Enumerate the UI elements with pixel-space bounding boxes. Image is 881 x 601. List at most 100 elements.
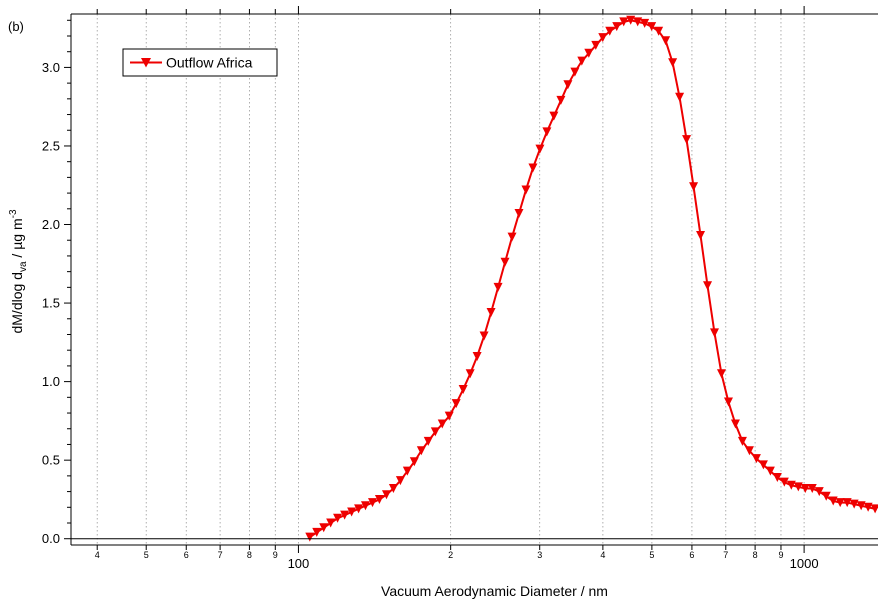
x-minor-tick-label: 5 <box>144 550 149 560</box>
data-point <box>612 22 622 32</box>
data-point <box>402 466 412 476</box>
data-point <box>577 56 587 66</box>
data-point <box>458 384 468 394</box>
data-point <box>507 232 517 242</box>
data-point <box>542 127 552 137</box>
data-point <box>528 163 538 173</box>
data-point <box>640 18 650 28</box>
y-tick-label: 0.0 <box>42 531 60 546</box>
data-point <box>591 40 601 50</box>
data-point <box>326 518 336 528</box>
x-minor-tick-label: 3 <box>537 550 542 560</box>
data-point <box>682 135 692 145</box>
data-point <box>675 92 685 102</box>
data-point <box>570 67 580 77</box>
data-point <box>723 397 733 407</box>
data-point <box>360 501 370 511</box>
data-point <box>821 491 831 501</box>
y-tick-label: 2.5 <box>42 138 60 153</box>
data-point <box>472 351 482 361</box>
data-point <box>807 483 817 493</box>
x-minor-tick-label: 5 <box>649 550 654 560</box>
data-point <box>647 22 657 32</box>
data-point <box>444 411 454 421</box>
series-line <box>309 19 876 538</box>
data-point <box>744 446 754 456</box>
x-minor-tick-label: 7 <box>218 550 223 560</box>
data-point <box>689 182 699 192</box>
data-point <box>835 498 845 508</box>
data-point <box>786 480 796 490</box>
plot-area <box>305 15 878 542</box>
x-minor-tick-label: 6 <box>689 550 694 560</box>
data-point <box>584 48 594 58</box>
data-point <box>305 532 315 542</box>
data-point <box>388 483 398 493</box>
y-tick-label: 3.0 <box>42 60 60 75</box>
data-point <box>549 111 559 121</box>
data-point <box>619 17 629 27</box>
data-point <box>779 477 789 487</box>
data-point <box>703 281 713 291</box>
panel-label: (b) <box>8 19 24 34</box>
data-point <box>409 457 419 467</box>
data-point <box>849 499 859 509</box>
data-point <box>716 369 726 379</box>
data-point <box>354 504 364 514</box>
data-point <box>856 501 866 511</box>
data-point <box>347 507 357 517</box>
legend-label: Outflow Africa <box>166 55 253 71</box>
data-point <box>758 460 768 470</box>
data-point <box>451 399 461 409</box>
x-axis-title: Vacuum Aerodynamic Diameter / nm <box>381 583 608 599</box>
data-point <box>814 487 824 497</box>
data-point <box>479 331 489 341</box>
x-minor-tick-label: 9 <box>778 550 783 560</box>
data-point <box>730 419 740 429</box>
x-minor-tick-label: 4 <box>600 550 605 560</box>
data-point <box>465 369 475 379</box>
data-point <box>340 510 350 520</box>
data-point <box>319 523 329 533</box>
data-point <box>661 36 671 46</box>
legend: Outflow Africa <box>122 48 278 77</box>
data-point <box>737 436 747 446</box>
data-point <box>367 498 377 508</box>
y-tick-label: 1.5 <box>42 296 60 311</box>
data-point <box>312 527 322 537</box>
data-point <box>437 419 447 429</box>
data-point <box>870 504 878 514</box>
data-point <box>842 498 852 508</box>
data-point <box>381 490 391 500</box>
data-point <box>751 454 761 464</box>
data-point <box>535 144 545 154</box>
data-point <box>563 80 573 90</box>
data-point <box>416 446 426 456</box>
data-point <box>333 513 343 523</box>
data-point <box>654 26 664 36</box>
x-minor-tick-label: 9 <box>273 550 278 560</box>
data-point <box>395 476 405 486</box>
data-point <box>500 257 510 267</box>
data-point <box>423 436 433 446</box>
chart-labels: Vacuum Aerodynamic Diameter / nm dM/dlog … <box>8 19 608 599</box>
data-point <box>598 33 608 43</box>
data-point <box>556 95 566 105</box>
data-point <box>430 427 440 437</box>
axes: 100 1000 4 5 6 7 8 9 2 3 4 5 6 7 8 9 0.0 0.5 1.0 1.5 2.0 2.5 3… <box>42 6 878 571</box>
data-point <box>696 231 706 241</box>
data-point <box>521 185 531 195</box>
y-axis-title-main: dM/dlog d <box>9 272 25 333</box>
data-point <box>793 482 803 492</box>
y-axis-title-unit: / µg m <box>9 218 25 261</box>
x-minor-tick-label: 6 <box>184 550 189 560</box>
data-point <box>514 209 524 219</box>
y-tick-label: 2.0 <box>42 217 60 232</box>
y-tick-label: 0.5 <box>42 453 60 468</box>
data-point <box>772 472 782 482</box>
x-minor-tick-label: 4 <box>95 550 100 560</box>
x-minor-tick-label: 7 <box>723 550 728 560</box>
data-point <box>374 494 384 504</box>
x-major-tick-label: 100 <box>288 556 310 571</box>
